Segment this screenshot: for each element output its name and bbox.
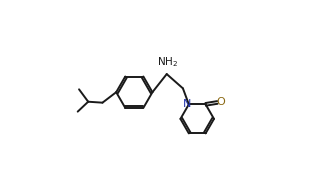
Text: O: O — [216, 98, 225, 108]
Text: N: N — [183, 99, 192, 109]
Text: NH$_2$: NH$_2$ — [157, 55, 178, 69]
